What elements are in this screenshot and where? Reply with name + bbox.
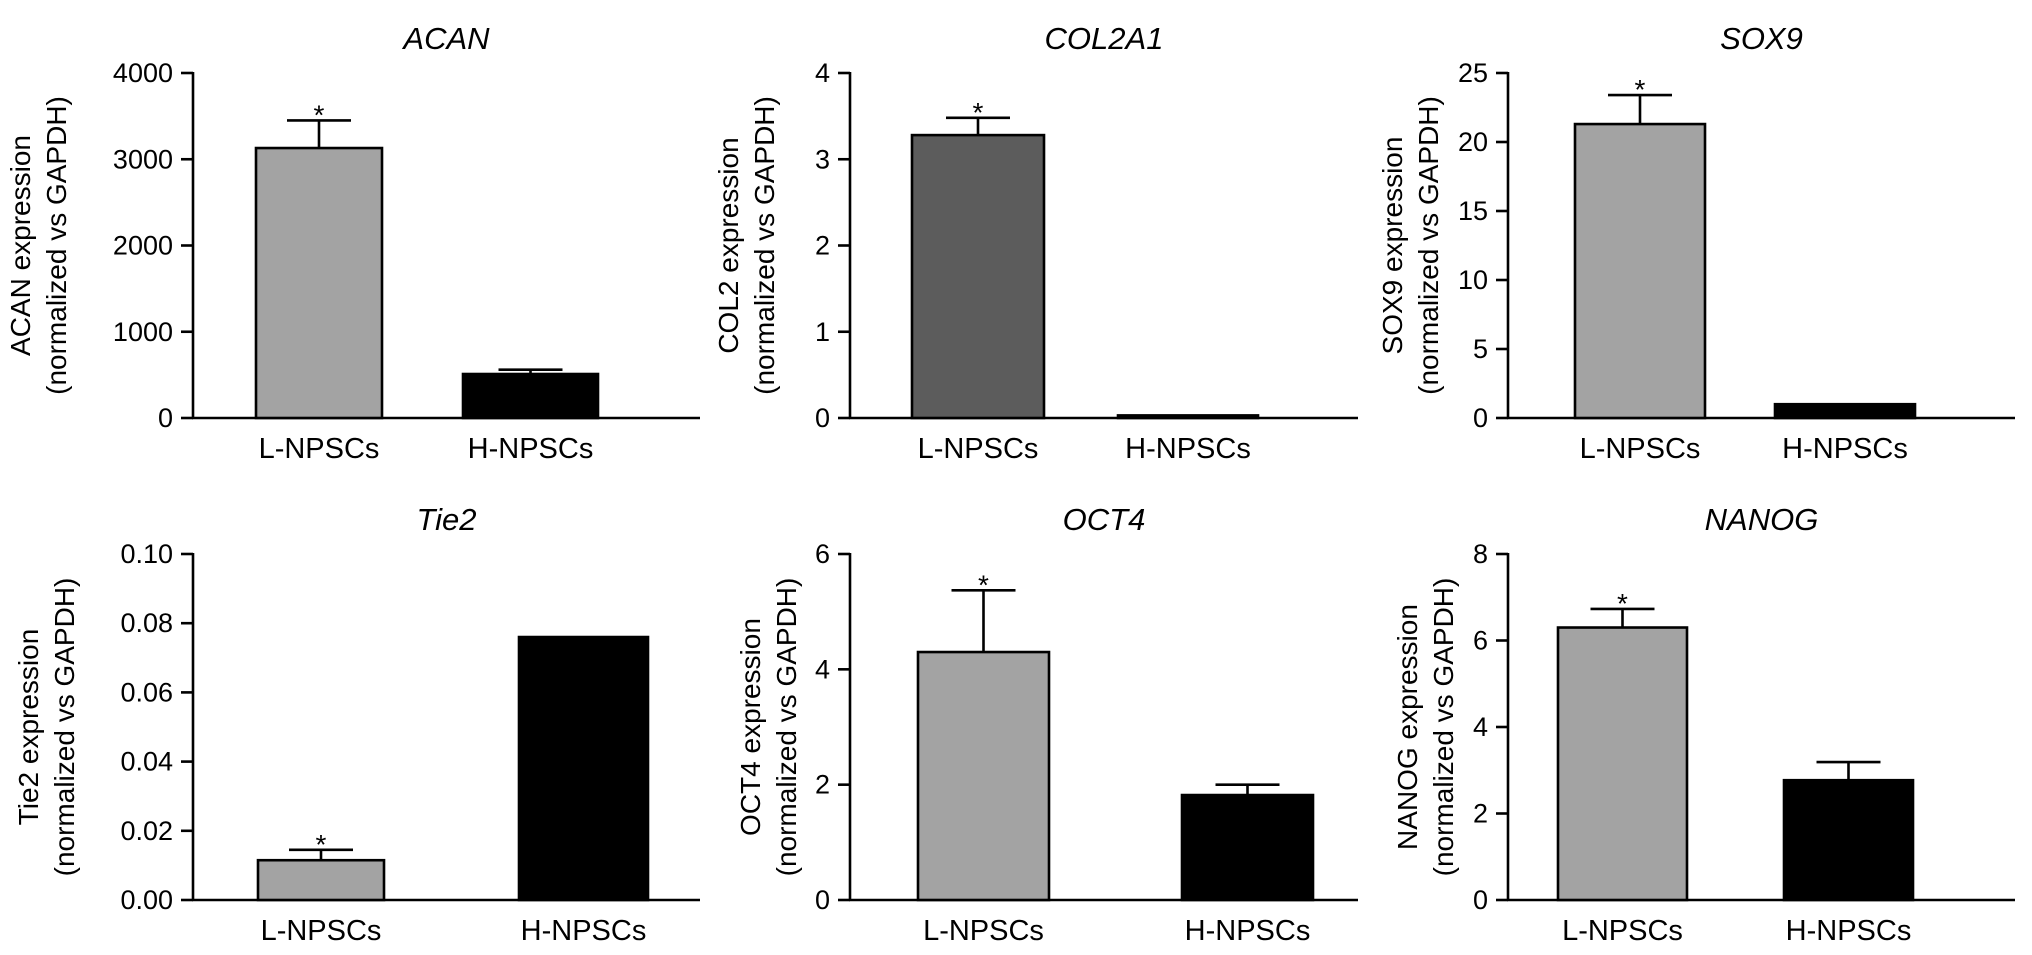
bar-h-npscs (461, 372, 600, 420)
x-tick-label: L-NPSCs (1562, 915, 1683, 947)
y-tick-label: 0 (815, 885, 830, 915)
panel-acan: ACAN 0 1000 2000 3000 4000 ACAN expression (nor… (5, 21, 700, 465)
y-axis-label: (normalized vs GAPDH) (41, 96, 72, 395)
significance-marker: * (316, 829, 327, 860)
y-tick-label: 15 (1458, 196, 1488, 226)
x-tick-label: L-NPSCs (918, 433, 1039, 465)
chart-title: SOX9 (1720, 21, 1803, 56)
bar-h-npscs (1180, 793, 1315, 902)
chart-title: OCT4 (1063, 502, 1146, 537)
panel-sox9: SOX9 0 5 10 15 20 25 SOX9 expression (normalized… (1377, 21, 2015, 465)
y-tick-label: 8 (1473, 539, 1488, 569)
x-tick-label: H-NPSCs (521, 915, 647, 947)
y-axis-label: COL2 expression (713, 137, 744, 353)
y-tick-label: 2 (1473, 799, 1488, 829)
y-axis-label: (normalized vs GAPDH) (771, 578, 802, 877)
y-tick-label: 6 (1473, 626, 1488, 656)
y-tick-label: 0 (815, 403, 830, 433)
y-tick-label: 0.02 (120, 816, 173, 846)
y-axis-label: ACAN expression (5, 135, 36, 356)
error-bar (1608, 93, 1672, 125)
y-axis-label: NANOG expression (1392, 604, 1423, 850)
error-bar (1816, 760, 1881, 781)
y-tick-label: 0 (1473, 403, 1488, 433)
x-tick-label: L-NPSCs (1580, 433, 1701, 465)
y-tick-label: 4 (815, 654, 830, 684)
y-tick-label: 10 (1458, 265, 1488, 295)
bar-l-npscs (256, 858, 386, 902)
significance-marker: * (314, 99, 325, 130)
y-axis-label: Tie2 expression (13, 629, 44, 826)
x-tick-label: H-NPSCs (1782, 433, 1908, 465)
significance-marker: * (978, 569, 989, 600)
error-bar (289, 848, 353, 861)
bar-h-npscs (1782, 778, 1915, 902)
bar-h-npscs (1116, 414, 1260, 420)
y-tick-label: 1000 (113, 317, 173, 347)
y-tick-label: 5 (1473, 334, 1488, 364)
chart-title: COL2A1 (1045, 21, 1164, 56)
error-bar (1215, 783, 1280, 796)
bar-l-npscs (910, 133, 1046, 420)
x-tick-label: H-NPSCs (1185, 915, 1311, 947)
chart-title: ACAN (401, 21, 490, 56)
chart-title: Tie2 (416, 502, 476, 537)
panel-nanog: NANOG 0 2 4 6 8 NANOG expression (normalized vs… (1392, 502, 2015, 947)
y-tick-label: 0.06 (120, 677, 173, 707)
error-bar (951, 589, 1016, 653)
y-axis-label: (normalized vs GAPDH) (1428, 578, 1459, 877)
y-tick-label: 0.10 (120, 539, 173, 569)
y-tick-label: 2000 (113, 231, 173, 261)
chart-title: NANOG (1705, 502, 1819, 537)
y-tick-label: 0.00 (120, 885, 173, 915)
x-tick-label: H-NPSCs (468, 433, 594, 465)
error-bar (287, 119, 351, 149)
x-tick-label: L-NPSCs (259, 433, 380, 465)
bar-h-npscs (1773, 402, 1917, 420)
y-tick-label: 0.08 (120, 608, 173, 638)
y-axis-label: OCT4 expression (735, 618, 766, 836)
significance-marker: * (973, 97, 984, 128)
x-tick-label: L-NPSCs (261, 915, 382, 947)
y-tick-label: 4 (815, 58, 830, 88)
y-tick-label: 2 (815, 770, 830, 800)
bar-h-npscs (517, 635, 650, 902)
bar-l-npscs (1556, 626, 1689, 902)
y-tick-label: 3 (815, 144, 830, 174)
bar-l-npscs (254, 146, 384, 420)
y-axis-label: (normalized vs GAPDH) (1413, 96, 1444, 395)
y-tick-label: 0 (158, 403, 173, 433)
bar-l-npscs (916, 650, 1051, 902)
significance-marker: * (1635, 74, 1646, 105)
y-tick-label: 3000 (113, 144, 173, 174)
error-bar (946, 116, 1010, 136)
y-tick-label: 4000 (113, 58, 173, 88)
y-tick-label: 2 (815, 231, 830, 261)
error-bar (498, 368, 563, 375)
y-tick-label: 4 (1473, 712, 1488, 742)
panel-tie2: Tie2 0.00 0.02 0.04 0.06 0.08 0.10 Tie2 express… (13, 502, 700, 947)
y-tick-label: 0 (1473, 885, 1488, 915)
y-tick-label: 1 (815, 317, 830, 347)
x-tick-label: L-NPSCs (923, 915, 1044, 947)
bar-l-npscs (1573, 122, 1707, 420)
panel-col2a1: COL2A1 0 1 2 3 4 COL2 expression (normalized vs… (713, 21, 1358, 465)
y-tick-label: 25 (1458, 58, 1488, 88)
y-tick-label: 0.04 (120, 747, 173, 777)
y-axis-label: (normalized vs GAPDH) (749, 96, 780, 395)
y-tick-label: 6 (815, 539, 830, 569)
y-tick-label: 20 (1458, 127, 1488, 157)
error-bar (1590, 607, 1655, 628)
significance-marker: * (1617, 588, 1628, 619)
panel-oct4: OCT4 0 2 4 6 OCT4 expression (normalized vs GA… (735, 502, 1358, 947)
y-axis-label: SOX9 expression (1377, 137, 1408, 355)
x-tick-label: H-NPSCs (1125, 433, 1251, 465)
x-tick-label: H-NPSCs (1786, 915, 1912, 947)
y-axis-label: (normalized vs GAPDH) (49, 578, 80, 877)
